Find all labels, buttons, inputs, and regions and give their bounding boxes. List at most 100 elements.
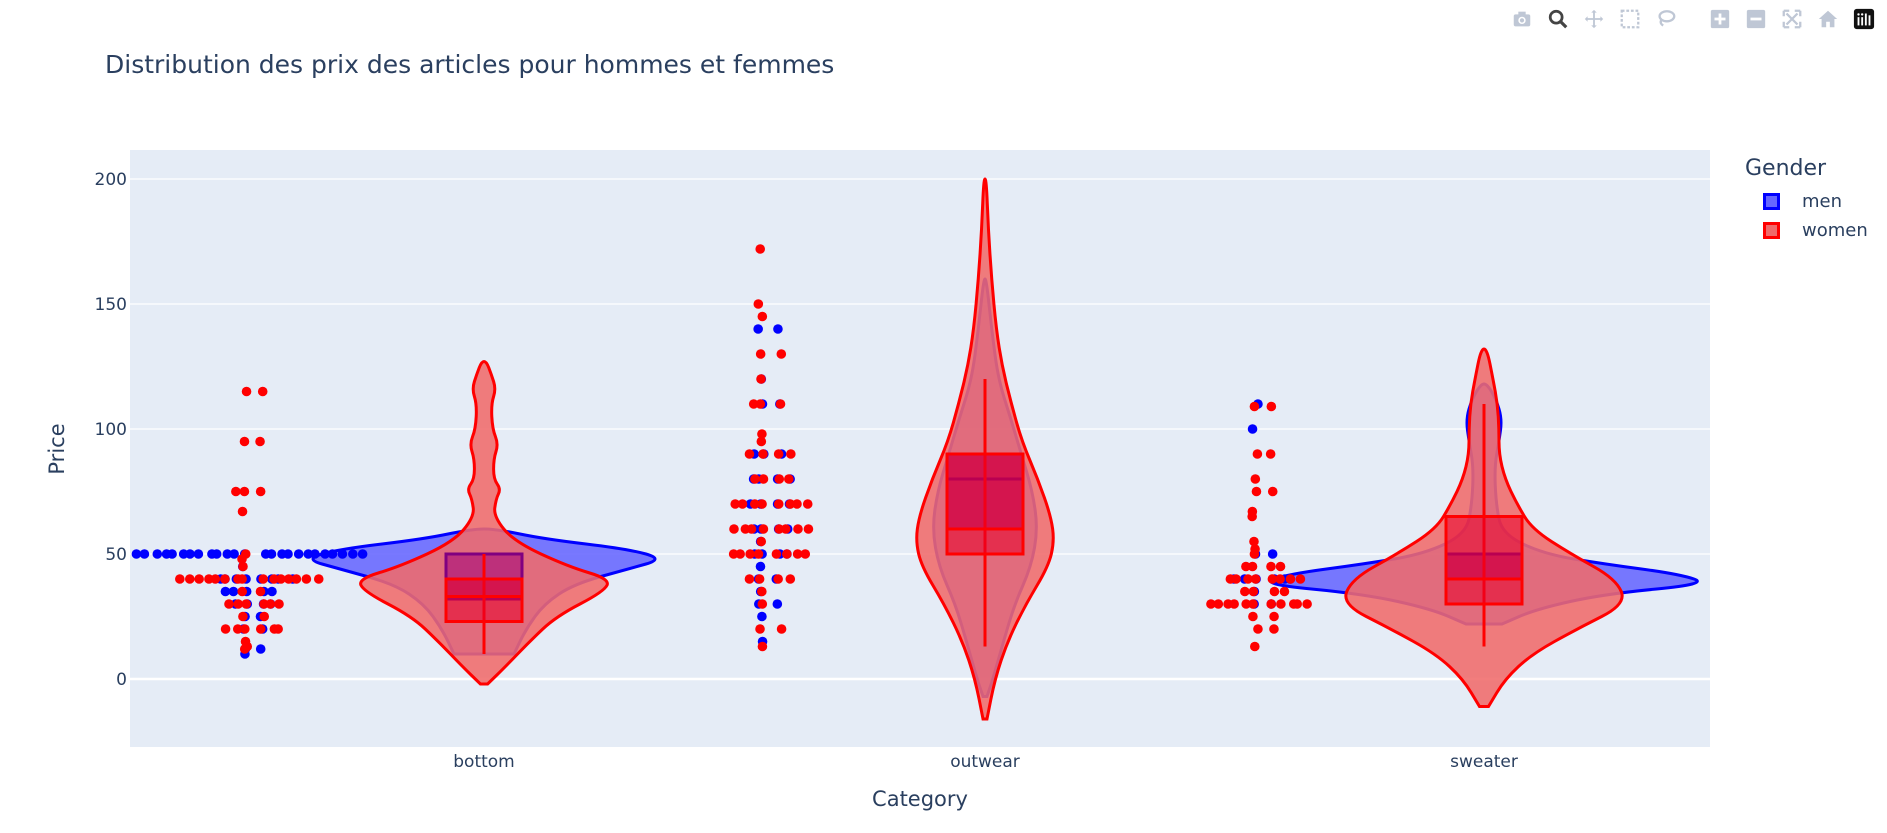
point-women-outwear	[750, 474, 760, 484]
point-women-sweater	[1250, 641, 1260, 652]
autoscale-icon[interactable]	[1777, 4, 1807, 34]
box-select-icon[interactable]	[1615, 4, 1645, 34]
point-men-outwear	[753, 324, 763, 334]
point-women-sweater	[1275, 561, 1286, 572]
point-women-outwear	[757, 499, 767, 509]
point-women-sweater	[1269, 586, 1280, 597]
point-women-outwear	[786, 449, 796, 459]
x-tick-labels: bottom outwear sweater	[453, 752, 1518, 772]
point-women-bottom	[258, 574, 269, 584]
point-women-bottom	[255, 586, 266, 597]
point-women-bottom	[283, 574, 294, 584]
point-women-bottom	[238, 611, 248, 622]
point-women-bottom	[239, 436, 250, 447]
point-women-bottom	[233, 599, 244, 609]
y-tick-label: 50	[105, 545, 127, 565]
camera-icon[interactable]	[1507, 4, 1537, 34]
point-men-bottom	[139, 549, 150, 559]
point-women-sweater	[1243, 574, 1253, 584]
point-women-outwear	[730, 499, 741, 509]
point-women-outwear	[744, 574, 755, 584]
point-women-bottom	[184, 574, 195, 584]
point-women-bottom	[194, 574, 204, 584]
point-men-bottom	[152, 549, 163, 559]
point-women-bottom	[257, 386, 268, 397]
point-women-outwear	[785, 499, 796, 509]
point-women-bottom	[232, 624, 243, 634]
point-men-bottom	[266, 549, 277, 559]
point-women-sweater	[1269, 624, 1279, 634]
point-women-outwear	[782, 549, 792, 559]
reset-axes-icon[interactable]	[1813, 4, 1843, 34]
point-men-bottom	[178, 549, 189, 559]
legend-item-men[interactable]: men	[1745, 187, 1868, 216]
point-women-sweater	[1266, 561, 1276, 572]
box-women-sweater	[1444, 515, 1524, 606]
legend-item-women[interactable]: women	[1745, 216, 1868, 245]
point-women-bottom	[239, 486, 250, 497]
zoom-out-icon[interactable]	[1741, 4, 1771, 34]
point-women-outwear	[800, 549, 811, 559]
point-women-sweater	[1302, 599, 1312, 609]
point-women-outwear	[756, 436, 767, 447]
box-women-bottom	[444, 577, 524, 623]
zoom-icon[interactable]	[1543, 4, 1573, 34]
point-women-outwear	[758, 524, 769, 534]
legend: Gender men women	[1745, 156, 1868, 245]
legend-label-women: women	[1802, 220, 1868, 241]
point-women-bottom	[231, 486, 241, 497]
point-women-outwear	[784, 474, 794, 484]
point-women-outwear	[773, 574, 783, 584]
lasso-select-icon[interactable]	[1651, 4, 1681, 34]
y-axis-title: Price	[45, 423, 69, 474]
point-women-bottom	[224, 599, 234, 609]
point-women-sweater	[1265, 449, 1276, 459]
point-women-outwear	[785, 574, 796, 584]
x-tick-label: sweater	[1450, 752, 1518, 772]
point-men-bottom	[229, 549, 239, 559]
point-women-bottom	[175, 574, 185, 584]
point-women-sweater	[1276, 599, 1286, 609]
x-axis-title: Category	[872, 787, 968, 811]
legend-swatch-men	[1763, 193, 1780, 210]
point-women-bottom	[255, 486, 266, 497]
point-men-bottom	[348, 549, 358, 559]
zoom-in-icon[interactable]	[1705, 4, 1735, 34]
point-women-sweater	[1285, 574, 1296, 584]
violins	[311, 177, 1699, 721]
point-men-bottom	[293, 549, 304, 559]
point-men-outwear	[757, 611, 767, 622]
point-women-bottom	[241, 599, 251, 609]
point-women-outwear	[753, 299, 764, 309]
point-women-sweater	[1279, 586, 1290, 597]
point-women-outwear	[803, 524, 814, 534]
point-women-sweater	[1250, 544, 1260, 554]
point-women-bottom	[204, 574, 214, 584]
point-women-outwear	[757, 599, 768, 609]
point-women-sweater	[1248, 611, 1258, 622]
point-women-outwear	[776, 624, 787, 634]
violin-women-bottom	[359, 359, 609, 686]
point-women-outwear	[776, 349, 787, 359]
point-women-bottom	[240, 549, 251, 559]
box-women-outwear	[945, 452, 1025, 556]
point-women-bottom	[291, 574, 302, 584]
point-men-bottom	[337, 549, 348, 559]
legend-swatch-women	[1763, 222, 1780, 239]
point-men-outwear	[772, 599, 783, 609]
point-women-outwear	[756, 536, 767, 547]
point-women-outwear	[755, 349, 766, 359]
point-men-bottom	[310, 549, 320, 559]
point-women-sweater	[1292, 599, 1303, 609]
point-men-bottom	[131, 549, 142, 559]
point-women-bottom	[274, 599, 284, 609]
point-women-outwear	[771, 549, 782, 559]
point-women-sweater	[1249, 536, 1259, 547]
point-men-bottom	[320, 549, 330, 559]
point-women-sweater	[1247, 506, 1258, 517]
plotly-logo-icon[interactable]	[1849, 4, 1879, 34]
pan-icon[interactable]	[1579, 4, 1609, 34]
point-women-bottom	[237, 586, 248, 597]
x-tick-label: outwear	[950, 752, 1020, 772]
